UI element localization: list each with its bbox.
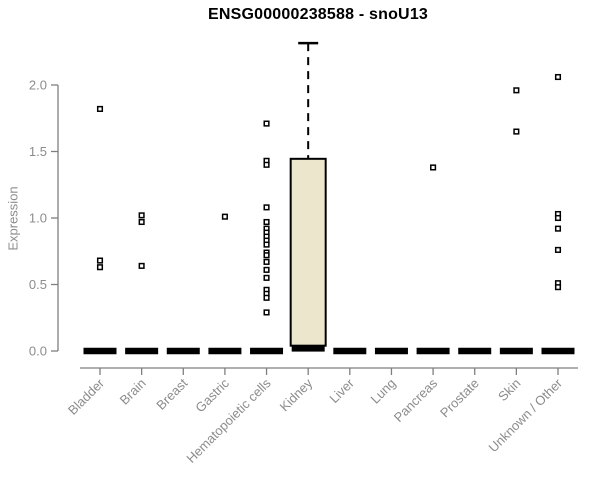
outlier-point (263, 266, 270, 273)
x-category-label: Gastric (192, 375, 232, 415)
median-bar (499, 347, 533, 355)
outlier-point (263, 252, 270, 259)
chart-title: ENSG00000238588 - snoU13 (207, 6, 429, 23)
outlier-point (96, 257, 104, 264)
y-axis-title: Expression (5, 186, 21, 251)
y-tick-label: 2.0 (29, 78, 47, 93)
y-tick-label: 1.0 (29, 211, 47, 226)
median-bar (541, 347, 575, 355)
outlier-point (221, 213, 228, 220)
outlier-point (554, 214, 562, 222)
median-bar (291, 345, 325, 352)
x-category-label: Kidney (277, 375, 316, 414)
outlier-point (554, 246, 562, 253)
y-tick-label: 1.5 (29, 144, 47, 159)
outlier-point (263, 161, 270, 168)
x-category-label: Unknown / Other (486, 375, 566, 455)
y-tick-label: 0.0 (29, 344, 47, 359)
outlier-point (138, 262, 145, 269)
x-category-label: Pancreas (391, 375, 441, 425)
outlier-point (263, 274, 270, 281)
median-bar (208, 347, 242, 355)
x-category-label: Brain (117, 376, 149, 408)
outlier-point (96, 105, 104, 112)
median-bar (374, 347, 408, 355)
outlier-point (138, 218, 145, 226)
y-tick-label: 0.5 (29, 277, 47, 292)
outlier-point (430, 164, 437, 171)
outlier-point (513, 87, 520, 94)
outlier-point (263, 258, 270, 265)
median-bar (416, 347, 450, 355)
median-bar (83, 347, 117, 355)
outlier-point (554, 225, 562, 232)
outlier-point (554, 284, 562, 291)
x-category-label: Bladder (65, 375, 108, 418)
outlier-point (263, 204, 270, 211)
x-category-label: Liver (326, 375, 357, 406)
outlier-point (263, 294, 270, 301)
outlier-point (554, 73, 562, 81)
median-bar (458, 347, 492, 355)
median-bar (250, 347, 284, 355)
outlier-point (138, 212, 145, 219)
median-bar (333, 347, 367, 355)
outlier-point (513, 128, 520, 135)
outlier-point (263, 120, 270, 127)
x-category-label: Prostate (437, 376, 482, 421)
x-category-label: Breast (153, 375, 190, 412)
outlier-point (263, 218, 270, 226)
x-category-label: Lung (368, 376, 399, 407)
x-category-label: Skin (495, 376, 523, 404)
median-bar (166, 347, 200, 355)
outlier-point (263, 241, 270, 248)
median-bar (125, 347, 159, 355)
box (289, 157, 327, 347)
outlier-point (96, 264, 104, 271)
outlier-point (263, 309, 270, 316)
